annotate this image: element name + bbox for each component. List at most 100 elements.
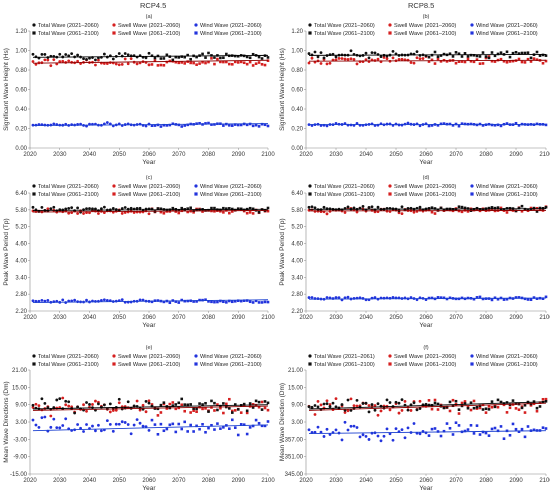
total-point (319, 51, 323, 55)
wind-point (222, 426, 225, 429)
legend-marker (112, 354, 116, 358)
wind-point (433, 427, 437, 430)
wind-point (186, 123, 189, 127)
total-point (448, 400, 452, 404)
swell-point (490, 208, 494, 211)
total-point (43, 53, 47, 56)
wind-point (361, 297, 365, 300)
x-tick-label: 2060 (419, 152, 433, 158)
swell-point (76, 212, 79, 215)
swell-point (334, 397, 338, 401)
total-point (82, 57, 85, 61)
total-point (529, 208, 533, 211)
swell-point (168, 59, 172, 63)
total-point (544, 205, 548, 209)
legend-marker (194, 192, 198, 196)
wind-point (406, 426, 410, 430)
rcp45-column-title: RCP4.5 (140, 1, 167, 10)
total-point (472, 406, 476, 410)
x-axis-label: Year (419, 485, 433, 492)
wind-point (248, 300, 252, 304)
x-tick-label: 2060 (142, 315, 156, 321)
swell-point (415, 56, 419, 60)
wind-point (85, 423, 88, 426)
total-point (156, 207, 160, 210)
wind-point (204, 122, 207, 125)
total-point (442, 208, 446, 212)
total-point (310, 205, 314, 209)
wind-point (532, 296, 536, 299)
x-tick-label: 2040 (359, 152, 373, 158)
swell-point (266, 209, 270, 213)
wind-point (394, 427, 398, 431)
total-point (445, 405, 449, 409)
x-tick-label: 2100 (539, 315, 550, 321)
wind-point (505, 297, 509, 301)
total-point (76, 206, 79, 210)
total-point (466, 406, 470, 410)
total-point (189, 403, 192, 406)
swell-point (511, 59, 515, 63)
wind-point (52, 122, 56, 126)
swell-point (180, 61, 184, 64)
x-tick-label: 2070 (449, 478, 463, 484)
wind-point (114, 422, 118, 426)
wind-point (117, 422, 121, 426)
x-axis-label: Year (142, 322, 156, 329)
swell-trend-line (308, 402, 547, 411)
y-tick-label: 1.20 (15, 29, 27, 35)
legend-marker (112, 192, 116, 196)
wind-point (150, 418, 154, 422)
swell-point (105, 62, 109, 65)
total-point (433, 50, 437, 54)
swell-point (174, 407, 178, 411)
total-point (538, 405, 542, 408)
total-point (436, 402, 440, 406)
wind-point (245, 432, 249, 436)
total-point (322, 56, 326, 60)
swell-point (222, 411, 225, 415)
legend-entry: Total Wave (2061–2100) (38, 31, 99, 37)
legend-marker (32, 23, 36, 27)
swell-point (114, 408, 118, 412)
wind-point (153, 423, 157, 426)
total-point (55, 398, 59, 402)
total-point (496, 206, 500, 209)
total-point (373, 408, 377, 412)
legend-marker (388, 192, 392, 196)
wind-point (316, 425, 320, 429)
total-point (186, 403, 189, 407)
legend-entry: Wind Wave (2061–2100) (476, 192, 538, 198)
total-point (475, 405, 479, 409)
swell-point (343, 57, 347, 61)
total-point (439, 54, 443, 57)
total-point (162, 401, 166, 404)
total-point (64, 399, 68, 403)
wind-point (111, 429, 115, 433)
swell-point (31, 60, 35, 63)
x-tick-label: 2030 (329, 478, 343, 484)
swell-point (373, 404, 377, 407)
total-point (454, 208, 458, 211)
total-point (79, 210, 82, 214)
swell-point (213, 62, 216, 66)
panel-label: (c) (146, 175, 153, 181)
swell-point (433, 62, 437, 65)
wind-point (448, 296, 452, 300)
total-point (442, 406, 446, 410)
chart-panel-e: (e) Total Wave (2021–2060) Swell Wave (202… (3, 345, 275, 492)
wind-point (76, 423, 79, 426)
x-tick-label: 2040 (83, 478, 97, 484)
wind-point (266, 124, 270, 128)
total-point (487, 56, 491, 60)
swell-point (487, 55, 491, 58)
total-point (472, 53, 476, 57)
swell-point (159, 210, 163, 214)
swell-trend-line (32, 59, 269, 64)
panel-label: (a) (146, 14, 153, 20)
legend-marker (470, 184, 474, 188)
swell-point (46, 58, 50, 62)
total-point (263, 400, 267, 403)
x-tick-label: 2050 (113, 152, 127, 158)
wind-point (355, 426, 359, 429)
